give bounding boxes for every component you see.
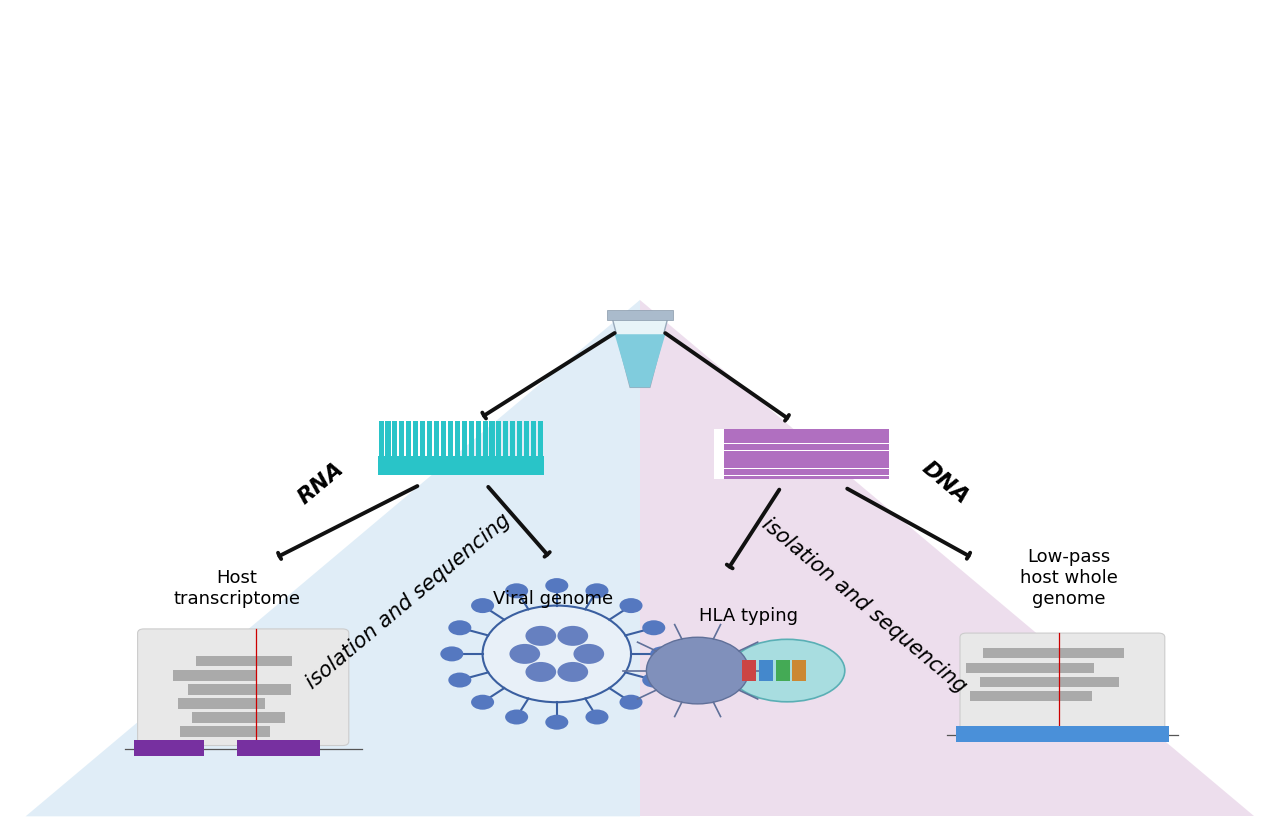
Polygon shape	[614, 334, 666, 387]
Bar	[434, 421, 439, 456]
Circle shape	[471, 695, 494, 710]
Bar	[192, 712, 285, 723]
Ellipse shape	[483, 606, 631, 702]
Bar	[237, 740, 320, 756]
Bar	[454, 421, 460, 456]
Bar	[134, 740, 205, 756]
Polygon shape	[26, 300, 640, 816]
Circle shape	[525, 626, 556, 646]
Circle shape	[448, 621, 471, 636]
Circle shape	[643, 621, 666, 636]
Bar	[385, 421, 390, 456]
Bar	[956, 726, 1169, 742]
Bar	[503, 421, 508, 456]
Circle shape	[620, 598, 643, 613]
Bar	[413, 421, 419, 456]
Circle shape	[650, 646, 673, 661]
Text: isolation and sequencing: isolation and sequencing	[753, 510, 970, 697]
Circle shape	[558, 626, 589, 646]
Bar	[489, 421, 494, 456]
Circle shape	[643, 672, 666, 687]
Bar	[188, 684, 291, 695]
Bar	[538, 421, 543, 456]
Bar	[399, 421, 404, 456]
Bar	[497, 421, 502, 456]
FancyBboxPatch shape	[960, 633, 1165, 733]
Bar	[531, 421, 536, 456]
FancyBboxPatch shape	[138, 629, 348, 746]
Circle shape	[448, 672, 471, 687]
Bar	[511, 421, 516, 456]
Circle shape	[545, 715, 568, 730]
Circle shape	[506, 583, 529, 598]
Text: HLA typing: HLA typing	[699, 606, 799, 625]
Bar	[483, 421, 488, 456]
Bar	[524, 421, 529, 456]
Bar	[448, 421, 453, 456]
Circle shape	[509, 644, 540, 664]
Bar	[759, 660, 773, 681]
Bar	[468, 421, 474, 456]
Bar	[178, 698, 265, 709]
Circle shape	[545, 578, 568, 593]
Bar	[196, 656, 292, 666]
Bar	[792, 660, 806, 681]
Bar	[714, 429, 900, 479]
Bar	[406, 421, 411, 456]
Bar	[980, 677, 1119, 687]
Text: RNA: RNA	[294, 459, 348, 508]
Bar	[742, 660, 756, 681]
Bar	[890, 429, 900, 479]
Text: Viral genome: Viral genome	[493, 590, 613, 608]
Circle shape	[471, 598, 494, 613]
Bar	[378, 456, 544, 475]
Bar	[180, 726, 270, 737]
Bar	[440, 421, 445, 456]
Circle shape	[573, 644, 604, 664]
Bar	[966, 663, 1094, 673]
Bar	[983, 648, 1124, 658]
Circle shape	[646, 637, 749, 704]
Bar	[462, 421, 467, 456]
Bar	[970, 691, 1092, 701]
Circle shape	[585, 710, 608, 725]
Bar	[428, 421, 433, 456]
Text: isolation and sequencing: isolation and sequencing	[297, 510, 515, 697]
Bar	[714, 429, 724, 479]
Circle shape	[620, 695, 643, 710]
Bar	[776, 660, 790, 681]
Bar	[476, 421, 481, 456]
Ellipse shape	[730, 640, 845, 701]
Bar	[517, 421, 522, 456]
Text: Host
transcriptome: Host transcriptome	[173, 569, 301, 608]
Bar	[420, 421, 425, 456]
Circle shape	[440, 646, 463, 661]
Bar	[607, 310, 673, 320]
Text: Low-pass
host whole
genome: Low-pass host whole genome	[1020, 548, 1117, 608]
Polygon shape	[612, 317, 668, 387]
Bar	[393, 421, 398, 456]
Circle shape	[585, 583, 608, 598]
Bar	[173, 670, 256, 681]
Text: DNA: DNA	[918, 458, 973, 508]
Bar	[379, 421, 384, 456]
Circle shape	[525, 662, 556, 682]
Circle shape	[506, 710, 529, 725]
Polygon shape	[640, 300, 1254, 816]
Circle shape	[558, 662, 589, 682]
